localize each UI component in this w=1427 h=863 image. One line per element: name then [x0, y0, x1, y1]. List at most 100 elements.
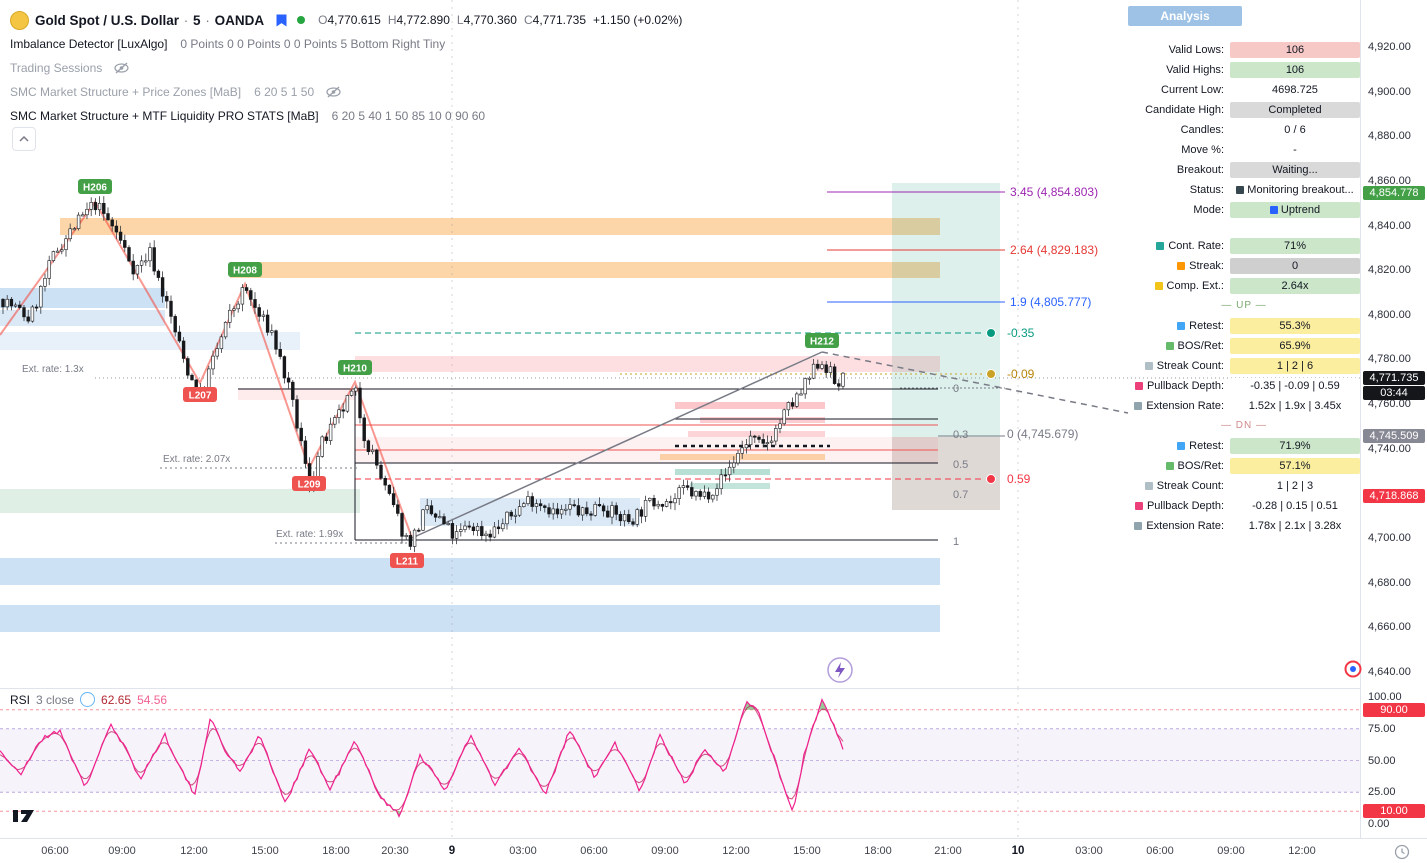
rsi-value-2: 54.56: [137, 692, 168, 707]
time-axis-label: 15:00: [793, 845, 821, 857]
low-label: L: [456, 13, 464, 27]
svg-text:L209: L209: [298, 480, 321, 491]
analysis-row-value: Uptrend: [1230, 202, 1360, 218]
row-bullet-icon: [1134, 522, 1143, 530]
time-axis-label: 03:00: [1075, 845, 1103, 857]
analysis-row-label: Streak Count:: [1128, 480, 1230, 492]
eye-off-icon[interactable]: [114, 62, 129, 74]
svg-text:0: 0: [953, 383, 959, 395]
open-value: 4,770.615: [327, 13, 381, 27]
analysis-row: Current Low: 4698.725: [1128, 80, 1360, 100]
analysis-row: Pullback Depth: -0.28 | 0.15 | 0.51: [1128, 496, 1360, 516]
svg-text:L211: L211: [396, 557, 419, 568]
row-bullet-icon: [1144, 482, 1153, 490]
symbol-name: Gold Spot / U.S. Dollar: [35, 12, 180, 28]
analysis-row-label: Streak Count:: [1128, 360, 1230, 372]
price-axis-label: 4,700.00: [1368, 532, 1411, 545]
market-status-icon[interactable]: [297, 16, 306, 24]
symbol-row[interactable]: Gold Spot / U.S. Dollar · 5 · OANDA O 4,…: [10, 8, 682, 32]
analysis-row: Candidate High: Completed: [1128, 100, 1360, 120]
time-axis-label: 03:00: [509, 845, 537, 857]
analysis-row-label: Retest:: [1128, 440, 1230, 452]
analysis-row-value: Waiting...: [1230, 162, 1360, 178]
eye-off-icon[interactable]: [326, 86, 341, 98]
rsi-indicator-icon[interactable]: [80, 692, 96, 707]
analysis-row-value: -0.28 | 0.15 | 0.51: [1230, 498, 1360, 514]
row-bullet-icon: [1177, 442, 1186, 450]
timezone-clock-icon[interactable]: [1394, 844, 1410, 860]
analysis-row-value: Completed: [1230, 102, 1360, 118]
analysis-row: Mode: Uptrend: [1128, 200, 1360, 220]
pane-separator[interactable]: [0, 688, 1427, 689]
alert-icon[interactable]: [1344, 660, 1362, 678]
time-axis-label: 21:00: [934, 845, 962, 857]
svg-text:Ext. rate: 1.99x: Ext. rate: 1.99x: [276, 529, 343, 540]
analysis-row-value: 71%: [1230, 238, 1360, 254]
price-axis-label: 4,740.00: [1368, 442, 1411, 455]
instant-trade-icon[interactable]: [826, 656, 854, 684]
row-bullet-icon: [1134, 502, 1143, 510]
analysis-row-label: BOS/Ret:: [1128, 460, 1230, 472]
analysis-row-label: Breakout:: [1176, 164, 1224, 176]
analysis-row-label: BOS/Ret:: [1128, 340, 1230, 352]
svg-text:0.5: 0.5: [953, 459, 968, 471]
tradingview-logo[interactable]: [12, 804, 42, 829]
indicator-row-smc-price-zones[interactable]: SMC Market Structure + Price Zones [MaB]…: [10, 80, 682, 104]
row-bullet-icon: [1165, 342, 1174, 350]
analysis-row: Candles: 0 / 6: [1128, 120, 1360, 140]
analysis-row: Comp. Ext.: 2.64x: [1128, 276, 1360, 296]
pivot-labels: H206 L207 H208 L209 H210 L211 H212: [78, 179, 839, 568]
analysis-row-value: 106: [1230, 42, 1360, 58]
row-bullet-icon: [1165, 462, 1174, 470]
analysis-row-value: 0: [1230, 258, 1360, 274]
legend-collapse-button[interactable]: [12, 127, 36, 151]
price-axis-label: 4,780.00: [1368, 353, 1411, 366]
time-axis-label: 09:00: [651, 845, 679, 857]
row-bullet-icon: [1156, 242, 1165, 250]
rsi-params: 3 close: [36, 692, 75, 707]
time-axis-label: 18:00: [864, 845, 892, 857]
rsi-value-1: 62.65: [101, 692, 132, 707]
price-badge: 4,854.778: [1363, 185, 1425, 200]
time-axis-label: 15:00: [251, 845, 279, 857]
price-axis-label: 4,840.00: [1368, 219, 1411, 232]
analysis-row-label: Streak:: [1128, 260, 1230, 272]
row-bullet-icon: [1134, 382, 1143, 390]
row-bullet-icon: [1154, 282, 1163, 290]
svg-text:0.7: 0.7: [953, 489, 968, 501]
analysis-row: Streak: 0: [1128, 256, 1360, 276]
indicator-row-imbalance-detector[interactable]: Imbalance Detector [LuxAlgo] 0 Points 0 …: [10, 32, 682, 56]
analysis-row-label: Comp. Ext.:: [1128, 280, 1230, 292]
analysis-row-value: -: [1230, 142, 1360, 158]
analysis-row-value: 1 | 2 | 6: [1230, 358, 1360, 374]
analysis-row-value: 57.1%: [1230, 458, 1360, 474]
svg-text:1: 1: [953, 536, 959, 548]
svg-text:Ext. rate: 1.3x: Ext. rate: 1.3x: [22, 364, 84, 375]
row-bullet-icon: [1144, 362, 1153, 370]
time-axis[interactable]: 06:00 09:00 12:00 15:00 18:00 20:30 9 03:00 06:0…: [0, 838, 1427, 863]
analysis-section-separator: — DN —: [1221, 420, 1267, 431]
svg-text:L207: L207: [189, 391, 212, 402]
time-axis-label: 09:00: [108, 845, 136, 857]
price-badge: 4,745.509: [1363, 429, 1425, 444]
analysis-row: Streak Count: 1 | 2 | 6: [1128, 356, 1360, 376]
main-chart-pane[interactable]: H206 L207 H208 L209 H210 L211 H212 3.45 (4,854.…: [0, 0, 1360, 688]
analysis-row-label: Candidate High:: [1145, 104, 1224, 116]
indicator-row-trading-sessions[interactable]: Trading Sessions: [10, 56, 682, 80]
svg-text:H208: H208: [233, 266, 257, 277]
close-label: C: [523, 13, 533, 27]
analysis-row-label: Current Low:: [1161, 84, 1224, 96]
analysis-row: Retest: 55.3%: [1128, 316, 1360, 336]
levels-layer: [95, 0, 1360, 688]
analysis-row: BOS/Ret: 65.9%: [1128, 336, 1360, 356]
analysis-row-value: 1.78x | 2.1x | 3.28x: [1230, 518, 1360, 534]
rsi-pane[interactable]: [0, 688, 1360, 838]
price-axis[interactable]: 4,920.00 4,900.00 4,880.00 4,860.00 4,840.00…: [1360, 0, 1427, 838]
analysis-row-value: 55.3%: [1230, 318, 1360, 334]
indicator-row-smc-mtf-liquidity[interactable]: SMC Market Structure + MTF Liquidity PRO…: [10, 104, 682, 128]
high-label: H: [387, 13, 397, 27]
price-axis-label: 4,760.00: [1368, 398, 1411, 411]
flag-icon[interactable]: [276, 14, 287, 27]
rsi-legend[interactable]: RSI 3 close 62.65 54.56: [10, 692, 167, 707]
